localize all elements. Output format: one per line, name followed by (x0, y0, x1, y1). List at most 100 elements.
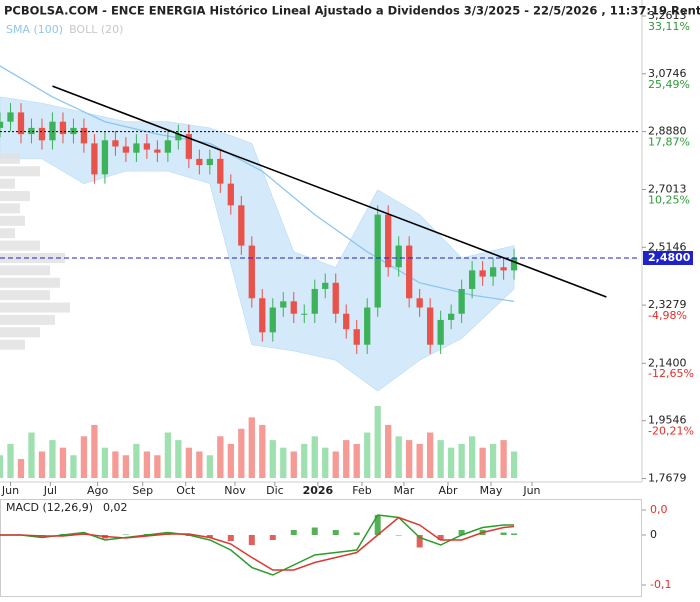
x-tick-label: May (480, 484, 503, 497)
macd-histogram-bar (332, 530, 339, 535)
x-tick-label: Nov (224, 484, 246, 497)
legend-entry: SMA (100) (6, 23, 63, 36)
candle-body (122, 146, 130, 153)
candle-body (374, 214, 381, 308)
last-price-label: 2,4800 (648, 251, 691, 264)
candle-body (238, 205, 245, 246)
x-tick-label: Oct (176, 484, 196, 497)
volume-bar (112, 451, 119, 478)
sma-line (0, 65, 515, 302)
y-tick-label: 2,8880 (648, 125, 687, 138)
candle-body (301, 313, 308, 315)
volume-bar (227, 443, 234, 478)
candle-body (458, 288, 465, 314)
x-tick-label: Abr (438, 484, 458, 497)
volume-profile-bar (0, 240, 40, 251)
volume-bar (343, 440, 350, 478)
candle-body (227, 183, 234, 206)
candle-body (49, 121, 56, 141)
macd-histogram-bar (458, 530, 465, 535)
macd-histogram-bar (269, 535, 276, 540)
legend-entry: BOLL (20) (69, 23, 123, 36)
candle-body (185, 134, 192, 159)
volume-bar (259, 424, 266, 478)
volume-profile-bar (0, 153, 20, 164)
candle-body (269, 307, 276, 333)
y-tick-label: 2,3279 (648, 298, 687, 311)
volume-bar (206, 455, 213, 478)
y2-tick-label: 17,87% (648, 136, 690, 149)
y-tick-label: 1,7679 (648, 472, 687, 485)
volume-bar (80, 436, 88, 478)
candle-body (280, 301, 287, 308)
volume-bar (332, 451, 339, 478)
volume-bar (458, 443, 465, 478)
macd-histogram-bar (311, 527, 318, 535)
candle-body (248, 245, 255, 299)
candle-body (0, 121, 4, 128)
volume-bar (196, 451, 203, 478)
volume-profile-bar (0, 302, 70, 313)
x-tick-label: Jul (43, 484, 57, 497)
macd-histogram-bar (511, 533, 518, 535)
volume-profile-bar (0, 314, 55, 325)
y2-tick-label: -4,98% (648, 309, 687, 322)
x-tick-label: Ago (87, 484, 109, 497)
volume-bar (143, 451, 151, 478)
y-tick-label: 3,0746 (648, 67, 687, 80)
x-tick-label: Jun (1, 484, 19, 497)
y-tick-label: -0,1 (650, 578, 671, 591)
macd-histogram-bar (416, 535, 423, 548)
volume-bar (364, 432, 371, 478)
volume-bar (322, 447, 329, 478)
candle-body (364, 307, 371, 345)
y2-tick-label: -20,21% (648, 425, 694, 438)
volume-bar (510, 451, 518, 478)
y2-tick-label: 33,11% (648, 20, 690, 33)
volume-profile-bar (0, 290, 50, 301)
volume-bar (7, 443, 14, 478)
candle-body (468, 270, 476, 289)
candle-body (385, 214, 392, 268)
candle-body (7, 112, 14, 122)
volume-bar (427, 432, 434, 478)
volume-bar (238, 428, 245, 478)
candle-body (479, 270, 486, 277)
volume-profile-bar (0, 265, 50, 276)
macd-histogram-bar (248, 535, 255, 545)
candle-body (70, 127, 77, 135)
macd-line (0, 516, 515, 571)
volume-bar (133, 443, 140, 478)
candle-body (38, 127, 46, 141)
candle-body (489, 267, 497, 277)
candle-body (59, 121, 67, 135)
volume-bar (154, 455, 161, 478)
candle-body (448, 313, 455, 320)
volume-bar (500, 440, 507, 478)
volume-bar (70, 455, 77, 478)
y-tick-label: 1,9546 (648, 414, 687, 427)
candle-body (353, 329, 360, 345)
macd-histogram-bar (353, 532, 360, 535)
candle-body (322, 282, 329, 289)
volume-bar (17, 459, 25, 478)
candle-body (143, 143, 151, 150)
candle-body (175, 134, 182, 141)
volume-profile-bar (0, 166, 40, 177)
macd-histogram-bar (122, 534, 129, 535)
candle-body (437, 319, 444, 345)
volume-bar (59, 447, 67, 478)
y2-tick-label: 10,25% (648, 193, 690, 206)
candle-body (332, 282, 339, 314)
macd-histogram-bar (374, 515, 381, 535)
volume-bar (248, 417, 255, 478)
candle-body (290, 301, 297, 314)
volume-bar (479, 447, 486, 478)
volume-bar (301, 443, 308, 478)
volume-bar (217, 436, 224, 478)
volume-bar (353, 443, 360, 478)
volume-bar (448, 447, 455, 478)
volume-bar (385, 424, 392, 478)
last-price-box (643, 250, 693, 265)
x-tick-label: Feb (352, 484, 371, 497)
